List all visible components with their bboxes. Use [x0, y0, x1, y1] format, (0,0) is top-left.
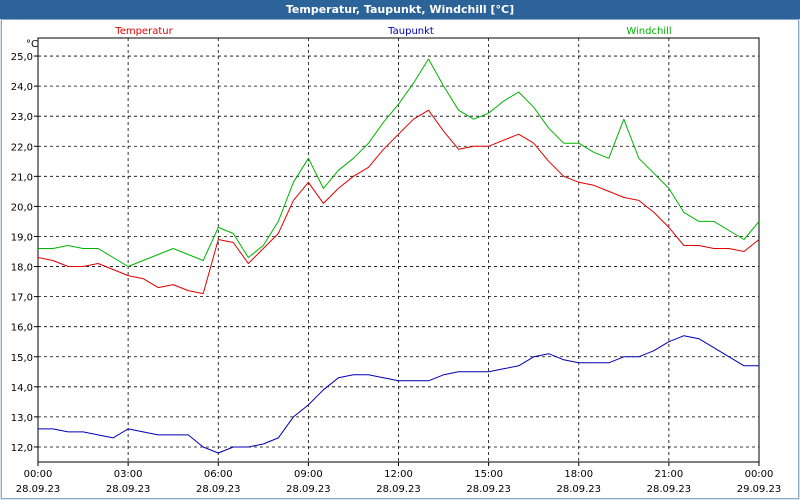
x-tick-date-label: 28.09.23: [647, 484, 692, 495]
y-tick-label: 16,0: [11, 323, 33, 334]
chart-frame: [1, 19, 799, 499]
y-tick-label: 12,0: [11, 443, 33, 454]
x-tick-date-label: 28.09.23: [286, 484, 331, 495]
plot-border: [37, 37, 760, 463]
axes: [34, 37, 760, 466]
series-line-taupunkt: [38, 335, 759, 454]
grid-lines: [38, 38, 759, 462]
legend-item-taupunkt: Taupunkt: [387, 26, 434, 37]
x-tick-time-label: 09:00: [294, 469, 323, 480]
x-tick-date-label: 28.09.23: [556, 484, 601, 495]
y-tick-label: 18,0: [11, 263, 33, 274]
y-tick-label: 25,0: [11, 52, 33, 63]
y-tick-label: 13,0: [11, 413, 33, 424]
y-tick-label: 24,0: [11, 82, 33, 93]
y-tick-label: 19,0: [11, 232, 33, 243]
x-tick-labels: 00:00 28.09.23 03:00 28.09.23 06:00 28.09.23 0…: [16, 469, 782, 495]
y-tick-label: 22,0: [11, 142, 33, 153]
y-tick-label: 14,0: [11, 383, 33, 394]
x-tick-time-label: 15:00: [474, 469, 503, 480]
x-tick-date-label: 28.09.23: [376, 484, 421, 495]
x-tick-date-label: 28.09.23: [16, 484, 61, 495]
series-lines: [37, 58, 760, 454]
series-line-temperatur: [37, 109, 760, 295]
x-tick-time-label: 00:00: [24, 469, 53, 480]
y-tick-label: 20,0: [11, 202, 33, 213]
series-line-windchill: [38, 58, 760, 267]
y-tick-labels: 25,0 24,0 23,0 22,0 21,0 20,0 19,0 18,0 17,0 16,0…: [11, 52, 33, 454]
legend-item-temperatur: Temperatur: [114, 26, 173, 37]
y-tick-label: 23,0: [11, 112, 33, 123]
x-tick-date-label: 28.09.23: [106, 484, 151, 495]
x-tick-date-label: 29.09.23: [737, 484, 782, 495]
x-tick-date-label: 28.09.23: [466, 484, 511, 495]
y-axis-unit: °C: [26, 39, 38, 50]
y-tick-label: 17,0: [11, 293, 33, 304]
x-tick-time-label: 03:00: [114, 469, 143, 480]
x-tick-time-label: 21:00: [654, 469, 683, 480]
x-tick-time-label: 18:00: [564, 469, 593, 480]
x-tick-time-label: 12:00: [384, 469, 413, 480]
legend-item-windchill: Windchill: [626, 26, 671, 37]
window-title: Temperatur, Taupunkt, Windchill [°C]: [0, 0, 800, 19]
x-tick-time-label: 06:00: [204, 469, 233, 480]
legend: Temperatur Taupunkt Windchill: [114, 26, 671, 37]
y-tick-label: 15,0: [11, 353, 33, 364]
x-tick-date-label: 28.09.23: [196, 484, 241, 495]
y-tick-label: 21,0: [11, 172, 33, 183]
x-tick-time-label: 00:00: [745, 469, 774, 480]
